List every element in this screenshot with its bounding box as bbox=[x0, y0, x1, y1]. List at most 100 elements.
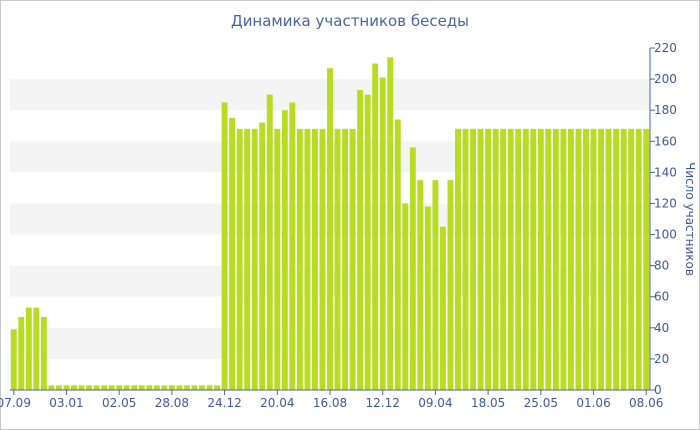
bar bbox=[432, 180, 439, 390]
bar bbox=[462, 128, 469, 390]
x-tick-label: 01.06 bbox=[576, 396, 610, 410]
bar bbox=[357, 89, 364, 391]
bar bbox=[507, 128, 514, 390]
bar bbox=[101, 385, 108, 390]
bar bbox=[635, 128, 642, 390]
bar bbox=[108, 385, 115, 390]
y-axis-ticks: 0 20 40 60 80 100 120 140 160 180 200 220 bbox=[650, 41, 677, 397]
bar bbox=[266, 94, 273, 391]
bar bbox=[613, 128, 620, 390]
bar bbox=[206, 385, 213, 390]
bar bbox=[176, 385, 183, 390]
bar bbox=[568, 128, 574, 390]
x-tick-label: 12.12 bbox=[366, 396, 400, 410]
bar bbox=[364, 94, 371, 391]
bar bbox=[334, 128, 341, 390]
bar bbox=[560, 128, 567, 390]
y-tick-label: 180 bbox=[654, 103, 677, 117]
bar bbox=[643, 128, 650, 390]
bar bbox=[372, 63, 379, 390]
bar bbox=[319, 128, 326, 390]
y-tick-label: 160 bbox=[654, 134, 677, 148]
y-tick-label: 140 bbox=[654, 165, 677, 179]
bar bbox=[146, 385, 153, 390]
y-tick-label: 220 bbox=[654, 41, 677, 55]
bar bbox=[409, 147, 416, 390]
bar bbox=[18, 316, 25, 390]
bar bbox=[25, 307, 32, 390]
bar bbox=[530, 128, 537, 390]
bar bbox=[214, 385, 220, 390]
bar bbox=[86, 385, 92, 390]
bar bbox=[221, 102, 228, 390]
bar bbox=[522, 128, 529, 390]
bar bbox=[63, 385, 70, 390]
x-tick-label: 08.06 bbox=[629, 396, 663, 410]
bar bbox=[387, 57, 394, 391]
bar bbox=[259, 122, 266, 391]
bar bbox=[552, 128, 559, 390]
x-tick-label: 20.04 bbox=[260, 396, 294, 410]
bar bbox=[116, 385, 123, 390]
bar bbox=[71, 385, 77, 390]
bar bbox=[394, 119, 401, 390]
bar bbox=[620, 128, 627, 390]
bar bbox=[93, 385, 100, 390]
x-tick-label: 28.08 bbox=[155, 396, 189, 410]
bar bbox=[417, 180, 424, 390]
bar bbox=[40, 316, 47, 390]
bar bbox=[33, 307, 40, 390]
bar bbox=[515, 128, 522, 390]
y-tick-label: 120 bbox=[654, 196, 677, 210]
bar bbox=[78, 385, 85, 390]
bar bbox=[168, 385, 175, 390]
bar bbox=[296, 128, 303, 390]
bar bbox=[342, 128, 348, 390]
y-tick-label: 100 bbox=[654, 228, 677, 242]
chart-title: Динамика участников беседы bbox=[230, 12, 470, 30]
bar bbox=[327, 68, 333, 390]
y-tick-label: 80 bbox=[654, 259, 669, 273]
bar bbox=[477, 128, 484, 390]
bar bbox=[229, 117, 236, 391]
bar bbox=[56, 385, 62, 390]
bar bbox=[153, 385, 160, 390]
bar bbox=[48, 385, 55, 390]
y-tick-label: 200 bbox=[654, 72, 677, 86]
bar bbox=[184, 385, 190, 390]
bar bbox=[10, 329, 17, 390]
bar bbox=[199, 385, 205, 390]
bar bbox=[402, 203, 409, 390]
bar bbox=[598, 128, 604, 390]
bar bbox=[251, 128, 258, 390]
bar bbox=[628, 128, 635, 390]
x-tick-label: 03.01 bbox=[49, 396, 83, 410]
bar bbox=[123, 385, 130, 390]
bar bbox=[191, 385, 198, 390]
x-tick-label: 24.12 bbox=[207, 396, 241, 410]
y-tick-label: 60 bbox=[654, 290, 669, 304]
bar bbox=[274, 128, 281, 390]
bar bbox=[537, 128, 544, 390]
x-tick-label: 18.05 bbox=[471, 396, 505, 410]
bar bbox=[575, 128, 582, 390]
bar bbox=[545, 128, 552, 390]
bar bbox=[138, 385, 145, 390]
bar bbox=[349, 128, 356, 390]
bar bbox=[236, 128, 243, 390]
x-tick-label: 25.05 bbox=[524, 396, 558, 410]
bar bbox=[583, 128, 589, 390]
bar bbox=[312, 128, 318, 390]
bar bbox=[605, 128, 612, 390]
bar bbox=[244, 128, 251, 390]
y-tick-label: 20 bbox=[654, 352, 669, 366]
bar-series bbox=[10, 57, 650, 391]
bar bbox=[289, 102, 296, 390]
x-axis-ticks: 07.09 03.01 02.05 28.08 24.12 20.04 16.08 12.12… bbox=[0, 390, 663, 410]
bar bbox=[455, 128, 461, 390]
x-tick-label: 16.08 bbox=[313, 396, 347, 410]
x-tick-label: 07.09 bbox=[0, 396, 31, 410]
bar bbox=[131, 385, 138, 390]
bar bbox=[590, 128, 597, 390]
